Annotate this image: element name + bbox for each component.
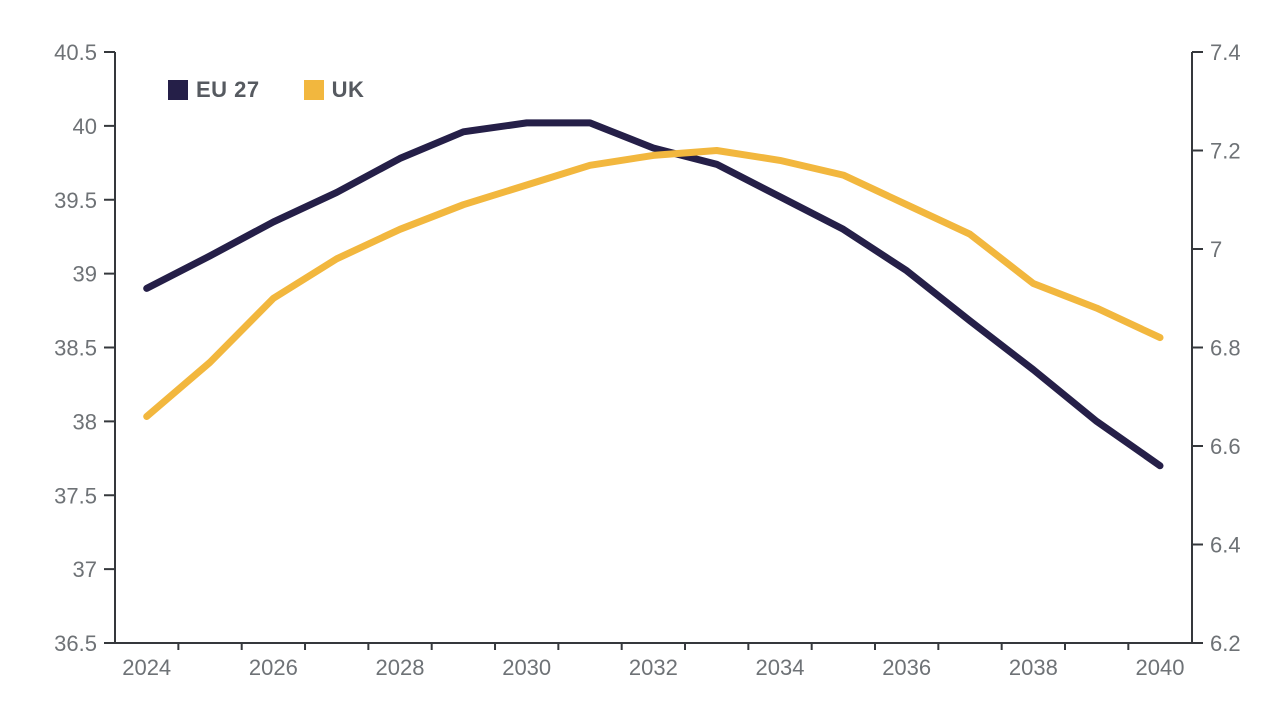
chart-legend: EU 27 UK — [168, 77, 364, 103]
x-axis-tick-label: 2038 — [1009, 655, 1058, 680]
y-axis-left-tick-label: 38.5 — [54, 336, 97, 361]
legend-item-eu27: EU 27 — [168, 77, 260, 103]
legend-item-uk: UK — [303, 77, 365, 103]
x-axis-tick-label: 2040 — [1136, 655, 1185, 680]
uk-legend-label: UK — [331, 77, 365, 102]
x-axis-tick-label: 2034 — [756, 655, 805, 680]
y-axis-left-tick-label: 40 — [73, 114, 97, 139]
y-axis-left-tick-label: 37.5 — [54, 483, 97, 508]
y-axis-left-tick-label: 38 — [73, 409, 97, 434]
eu27-legend-swatch — [168, 80, 188, 100]
y-axis-left-tick-label: 40.5 — [54, 40, 97, 65]
y-axis-left-tick-label: 39 — [73, 262, 97, 287]
y-axis-right-tick-label: 6.6 — [1210, 434, 1241, 459]
x-axis-tick-label: 2028 — [376, 655, 425, 680]
eu27-line — [143, 119, 1164, 470]
x-axis-tick-label: 2026 — [249, 655, 298, 680]
y-axis-right-tick-label: 6.8 — [1210, 336, 1241, 361]
x-axis-tick-label: 2030 — [502, 655, 551, 680]
y-axis-left-tick-label: 39.5 — [54, 188, 97, 213]
x-axis-tick-label: 2032 — [629, 655, 678, 680]
y-axis-right-tick-label: 7.2 — [1210, 139, 1241, 164]
uk-line — [143, 147, 1164, 420]
y-axis-right-tick-label: 6.4 — [1210, 533, 1241, 558]
eu27-legend-label: EU 27 — [196, 77, 260, 102]
x-axis-tick-label: 2036 — [882, 655, 931, 680]
y-axis-right-tick-label: 6.2 — [1210, 631, 1241, 656]
y-axis-left-tick-label: 37 — [73, 557, 97, 582]
y-axis-right-tick-label: 7.4 — [1210, 40, 1241, 65]
x-axis-tick-label: 2024 — [122, 655, 171, 680]
y-axis-left-tick-label: 36.5 — [54, 631, 97, 656]
uk-legend-swatch — [303, 80, 324, 100]
y-axis-right-tick-label: 7 — [1210, 237, 1222, 262]
